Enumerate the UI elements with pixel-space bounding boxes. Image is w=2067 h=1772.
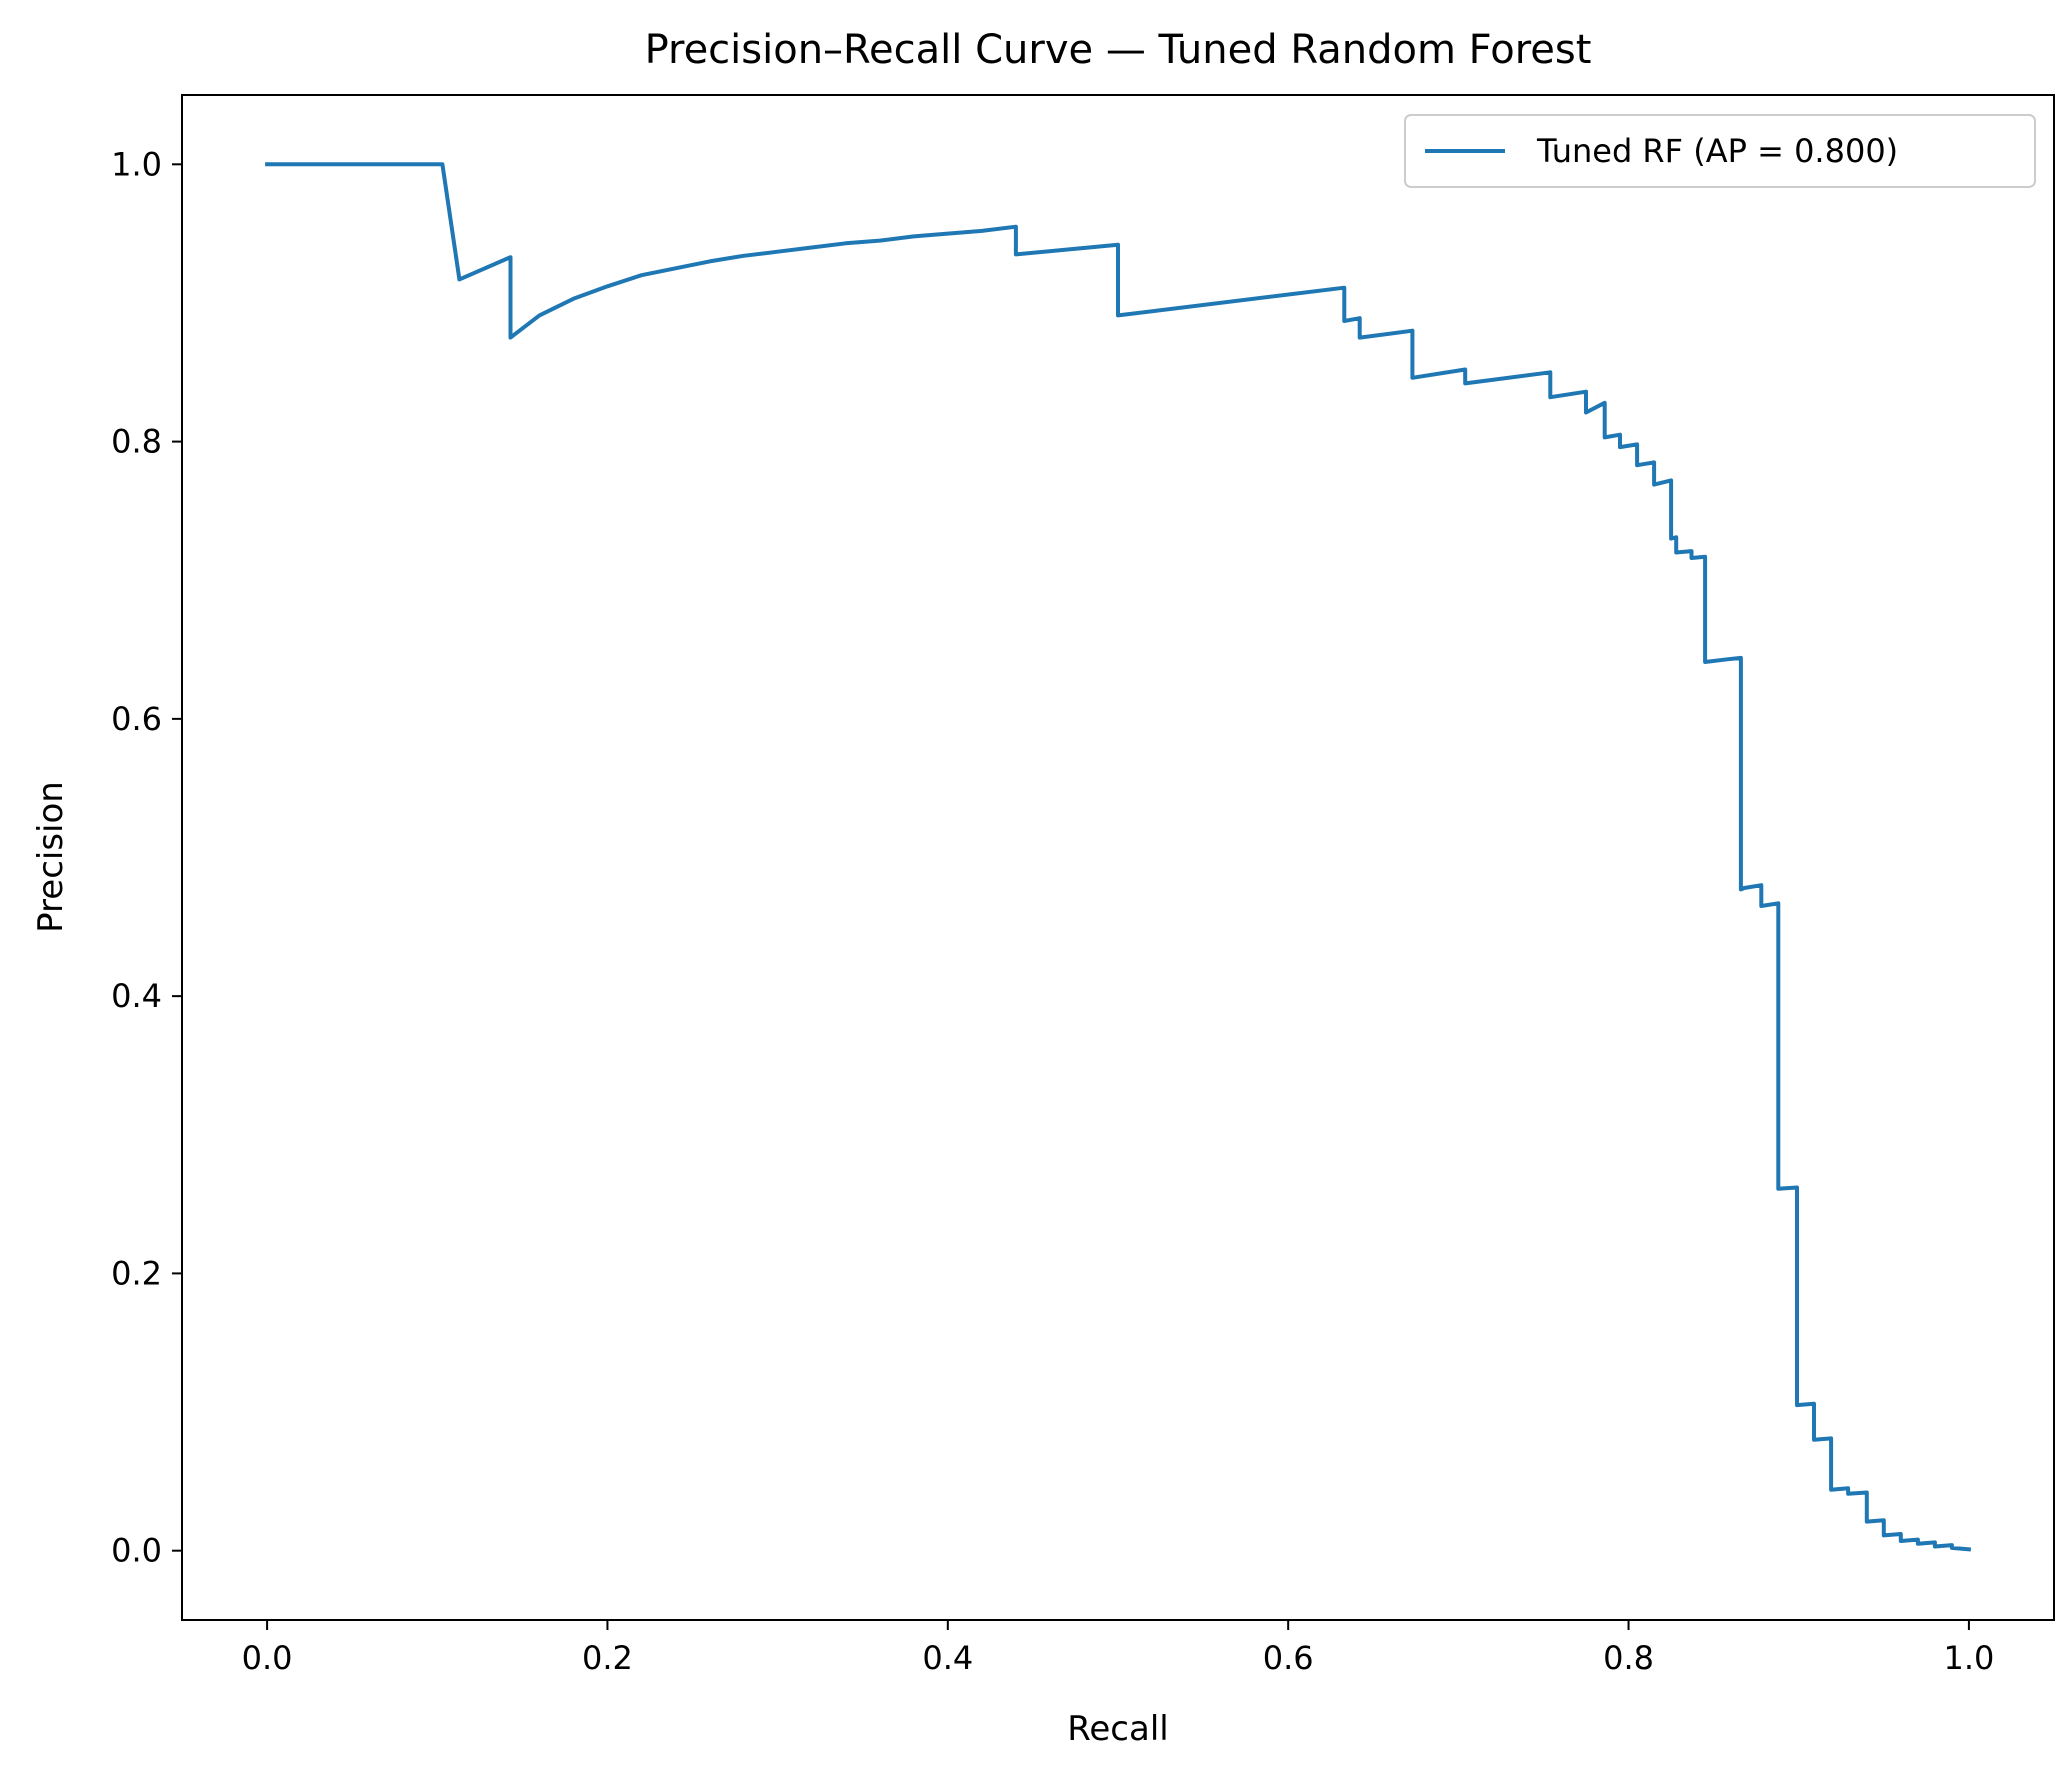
- x-tick-label: 0.6: [1263, 1639, 1314, 1677]
- y-axis-ticks: 0.0 0.2 0.4 0.6 0.8 1.0: [111, 145, 182, 1570]
- x-axis-label: Recall: [1067, 1709, 1168, 1749]
- y-tick-label: 0.0: [111, 1532, 162, 1570]
- x-tick-label: 0.0: [242, 1639, 293, 1677]
- y-tick-label: 0.6: [111, 700, 162, 738]
- plot-area-frame: [181, 94, 2055, 1621]
- legend-box: [1404, 114, 2036, 188]
- chart-title: Precision–Recall Curve — Tuned Random Fo…: [645, 27, 1592, 73]
- x-axis-ticks: 0.0 0.2 0.4 0.6 0.8 1.0: [242, 1620, 1994, 1677]
- y-tick-label: 0.8: [111, 423, 162, 461]
- legend-entry-label: Tuned RF (AP = 0.800): [1536, 132, 1898, 170]
- y-tick-label: 0.4: [111, 977, 162, 1015]
- y-axis-label: Precision: [31, 781, 71, 933]
- x-tick-label: 0.2: [582, 1639, 633, 1677]
- y-tick-label: 0.2: [111, 1254, 162, 1292]
- x-tick-label: 0.8: [1603, 1639, 1654, 1677]
- pr-curve-line: [265, 162, 1972, 1552]
- x-tick-label: 1.0: [1943, 1639, 1994, 1677]
- series-group: [265, 162, 1972, 1552]
- y-tick-label: 1.0: [111, 145, 162, 183]
- legend: Tuned RF (AP = 0.800): [1404, 114, 2036, 188]
- x-tick-label: 0.4: [922, 1639, 973, 1677]
